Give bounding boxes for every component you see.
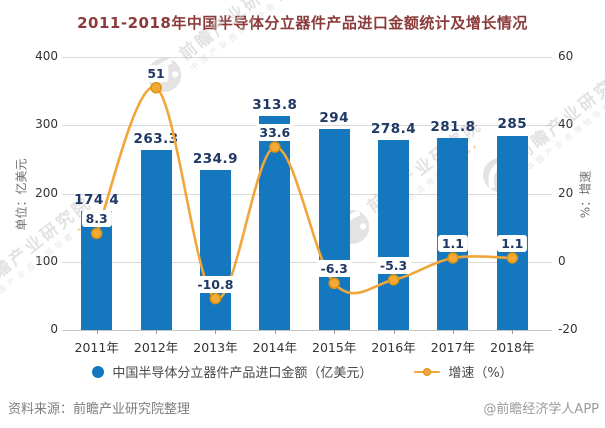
line-series-icon	[414, 366, 441, 378]
bar-value-label: 263.3	[133, 131, 179, 148]
legend-label-import-amount: 中国半导体分立器件产品进口金额（亿美元）	[112, 366, 373, 381]
bar-value-label: 285	[497, 116, 528, 133]
gridline	[62, 125, 552, 127]
bar-value-label: 313.8	[252, 96, 298, 113]
left-axis-tick-label: 100	[35, 253, 58, 268]
right-axis-tick-label: 60	[558, 49, 574, 63]
bar-2016年	[378, 140, 410, 330]
x-axis-tick	[156, 330, 158, 334]
gridline	[62, 57, 552, 58]
x-axis-label: 2013年	[193, 340, 238, 355]
gridline	[62, 193, 552, 195]
x-axis-tick	[215, 330, 217, 334]
x-axis-label: 2018年	[490, 340, 535, 355]
bar-2017年	[437, 137, 469, 330]
growth-line-chart	[90, 81, 519, 305]
x-axis-tick	[274, 330, 276, 334]
line-value-label: -5.3	[375, 256, 412, 274]
bar-value-label: 234.9	[192, 150, 239, 167]
line-value-label: 8.3	[81, 210, 112, 228]
growth-line	[95, 86, 513, 300]
bar-2012年	[140, 150, 172, 330]
bar-value-label: 294	[319, 110, 350, 127]
right-axis-tick-label: -20	[558, 322, 578, 336]
gridline	[62, 261, 552, 263]
credit-text: @前瞻经济学人APP	[483, 402, 599, 417]
line-point-marker	[328, 277, 340, 289]
bar-2018年	[496, 135, 528, 330]
bar-value-label: 281.8	[430, 118, 476, 135]
right-axis-title: %：增速	[578, 170, 593, 219]
bar-series-icon	[92, 365, 105, 378]
line-point-marker	[387, 274, 400, 286]
x-axis-label: 2011年	[74, 340, 119, 355]
line-point-marker	[269, 141, 281, 153]
plot-area: 174.4 263.3 234.9 313.8 294 278.4 281.8 285 8.3 5…	[67, 57, 542, 330]
line-value-label: -10.8	[193, 275, 238, 293]
left-axis-title: 单位：亿美元	[14, 158, 29, 231]
left-axis-tick-label: 200	[35, 185, 58, 200]
right-axis-tick-label: 20	[558, 185, 574, 200]
legend: 中国半导体分立器件产品进口金额（亿美元） 增速（%）	[0, 362, 605, 381]
line-point-marker	[447, 252, 459, 264]
line-value-label: 51	[143, 64, 169, 82]
legend-label-growth: 增速（%）	[448, 366, 513, 381]
x-axis-label: 2017年	[430, 340, 476, 355]
data-source-text: 资料来源：前瞻产业研究院整理	[8, 402, 191, 417]
right-axis-tick-label: 40	[558, 117, 574, 132]
x-axis-tick	[96, 330, 98, 334]
x-axis-label: 2014年	[252, 340, 297, 355]
x-axis-label: 2015年	[312, 340, 357, 355]
line-point-marker	[506, 252, 519, 264]
x-axis-tick	[452, 330, 454, 334]
left-axis-tick-label: 400	[35, 49, 58, 63]
line-point-marker	[90, 227, 103, 240]
x-axis-line	[62, 330, 552, 331]
line-point-marker	[150, 81, 162, 94]
x-axis-tick	[334, 330, 336, 334]
line-value-label: -6.3	[316, 260, 352, 278]
left-axis-tick-label: 300	[35, 117, 58, 132]
x-axis-label: 2016年	[371, 340, 416, 355]
x-axis-tick	[512, 330, 514, 334]
line-value-label: 1.1	[497, 234, 528, 252]
bar-value-label: 278.4	[370, 120, 417, 137]
chart-title: 2011-2018年中国半导体分立器件产品进口金额统计及增长情况	[77, 14, 528, 32]
line-value-label: 33.6	[255, 124, 295, 142]
x-axis-tick	[393, 330, 395, 334]
bar-2015年	[318, 129, 350, 330]
line-point-marker	[209, 292, 222, 305]
x-axis-label: 2012年	[133, 340, 179, 355]
legend-item-growth: 增速（%）	[414, 362, 513, 381]
legend-item-import-amount: 中国半导体分立器件产品进口金额（亿美元）	[92, 362, 372, 381]
right-axis-tick-label: 0	[558, 253, 566, 268]
line-value-label: 1.1	[437, 234, 469, 252]
left-axis-tick-label: 0	[50, 322, 58, 336]
